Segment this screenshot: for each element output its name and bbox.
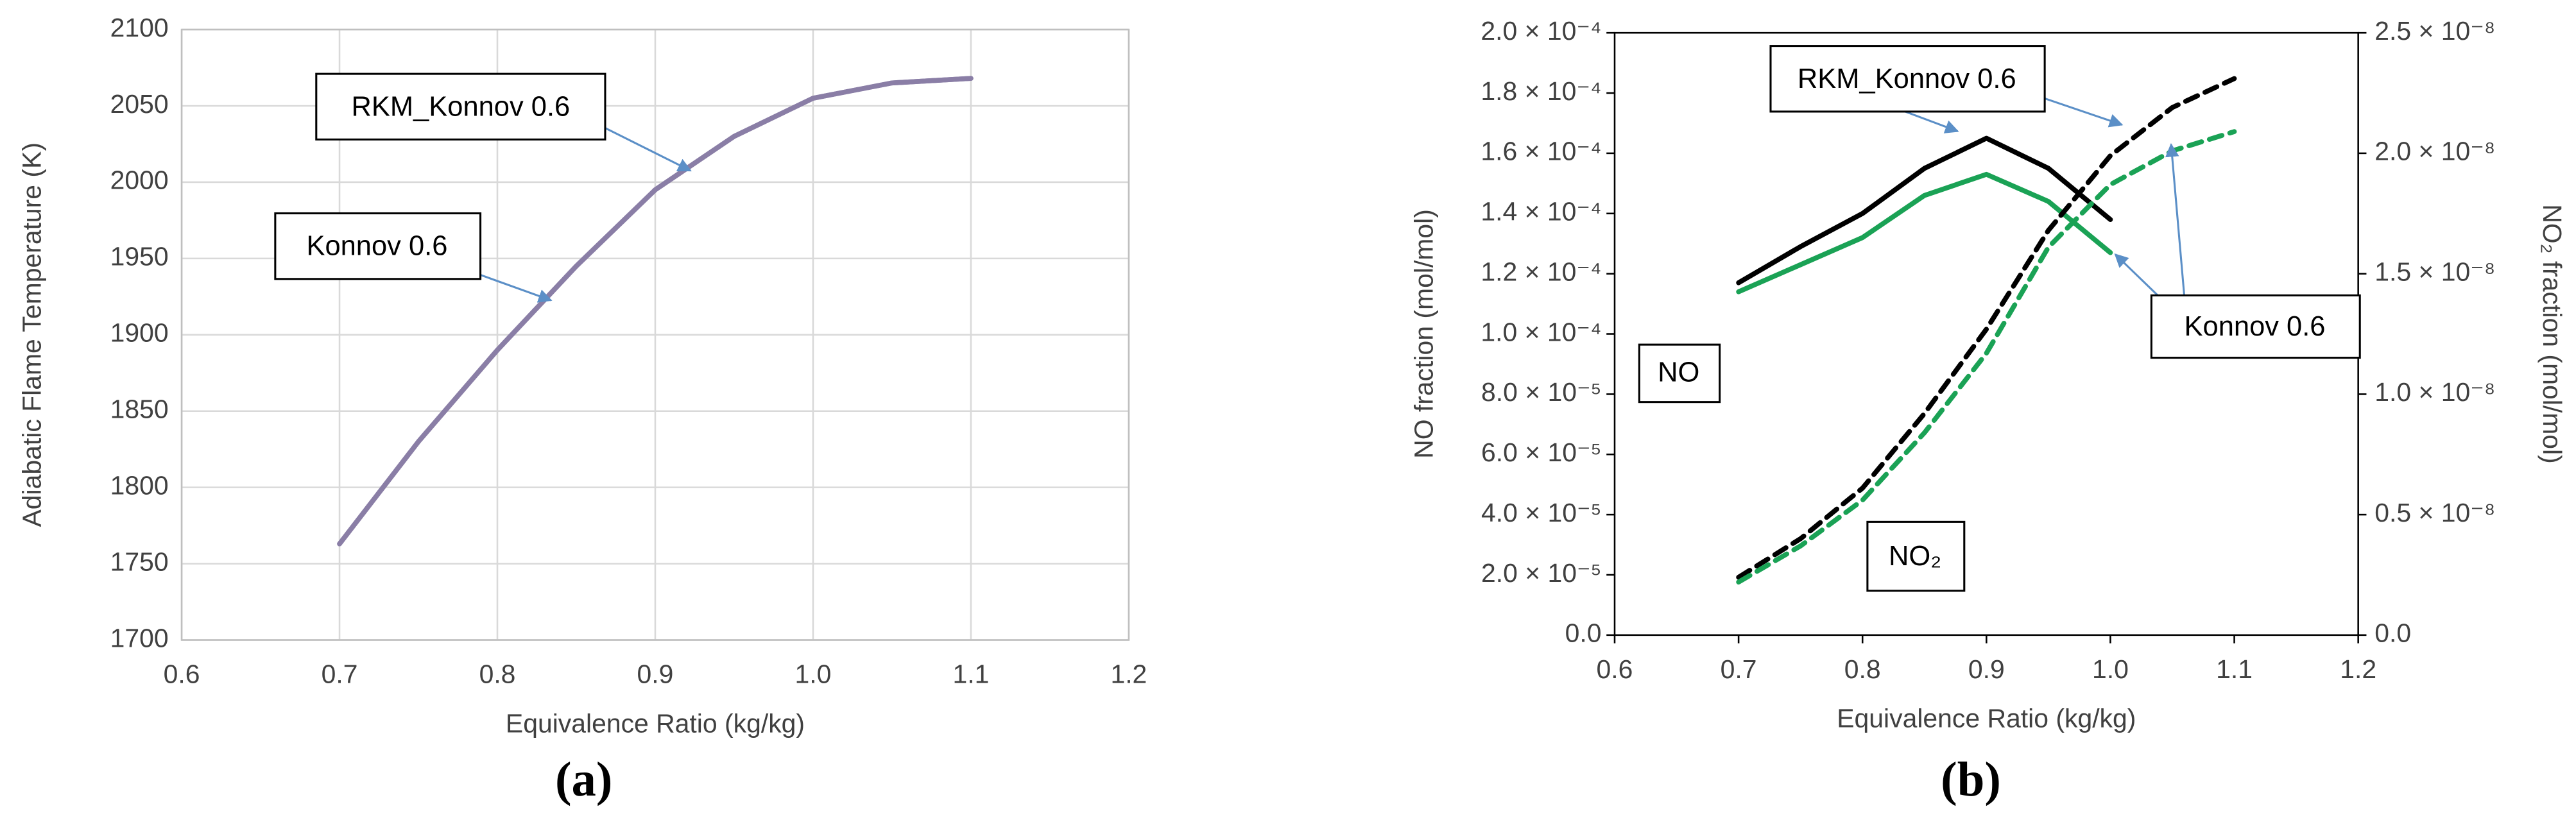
- y-tick-label: 2100: [110, 13, 169, 42]
- x-tick-label: 1.2: [1110, 660, 1147, 689]
- x-tick-label: 0.7: [1721, 654, 1757, 684]
- arrow: [468, 269, 553, 303]
- annotation-box: [1769, 45, 2046, 113]
- x-tick-label: 0.7: [322, 660, 358, 689]
- annotation: NO: [1638, 343, 1721, 404]
- annotation-box: [1866, 520, 1966, 592]
- y-axis-title: Adiabatic Flame Temperature (K): [17, 142, 47, 527]
- y2-tick-label: 2.0 × 10⁻⁸: [2374, 137, 2495, 166]
- annotation-box: [274, 212, 482, 280]
- annotation-text: RKM_Konnov 0.6: [1798, 64, 2016, 94]
- y2-tick-label: 1.5 × 10⁻⁸: [2374, 257, 2495, 286]
- series-line: [337, 76, 974, 547]
- annotation-box: [1638, 343, 1721, 404]
- y-tick-label: 0.0: [1565, 618, 1602, 648]
- arrow: [605, 127, 692, 172]
- y-tick-label: 1.8 × 10⁻⁴: [1481, 76, 1601, 106]
- series-line: [1736, 129, 2237, 585]
- x-tick-label: 0.9: [1968, 654, 2005, 684]
- annotation: RKM_Konnov 0.6: [315, 72, 692, 172]
- y-tick-label: 1.4 × 10⁻⁴: [1481, 197, 1601, 226]
- y-tick-label: 1800: [110, 470, 169, 500]
- y2-tick-label: 1.0 × 10⁻⁸: [2374, 377, 2495, 407]
- arrow: [2044, 98, 2124, 128]
- annotation-text: Konnov 0.6: [2185, 311, 2326, 342]
- annotation: Konnov 0.6: [2114, 142, 2361, 359]
- y2-tick-label: 0.5 × 10⁻⁸: [2374, 498, 2495, 527]
- y-tick-label: 1.6 × 10⁻⁴: [1481, 137, 1601, 166]
- plot-frame: [180, 28, 1130, 641]
- y-tick-label: 2050: [110, 89, 169, 119]
- y-tick-label: 8.0 × 10⁻⁵: [1481, 377, 1602, 407]
- caption: (b): [1941, 752, 2001, 806]
- y-tick-label: 6.0 × 10⁻⁵: [1481, 438, 1602, 467]
- y2-axis-title: NO₂ fraction (mol/mol): [2537, 204, 2567, 464]
- y2-tick-label: 2.5 × 10⁻⁸: [2374, 16, 2495, 46]
- y-tick-label: 1.2 × 10⁻⁴: [1481, 257, 1601, 286]
- annotation-text: NO₂: [1889, 541, 1941, 572]
- x-tick-label: 1.0: [795, 660, 832, 689]
- x-tick-label: 0.8: [1844, 654, 1881, 684]
- y2-tick-label: 0.0: [2374, 618, 2411, 648]
- y-tick-label: 2.0 × 10⁻⁵: [1481, 558, 1602, 588]
- plots: 1700 1750 1800 1850 1900 1950 2000 2050 2100 0.6 0…: [17, 13, 2567, 806]
- series-line: [1736, 76, 2237, 580]
- annotation-text: NO: [1658, 357, 1699, 388]
- arrow: [2165, 142, 2186, 296]
- y-tick-label: 1750: [110, 547, 169, 576]
- x-tick-label: 0.8: [479, 660, 516, 689]
- x-tick-label: 0.6: [1597, 654, 1633, 684]
- y-axis-title: NO fraction (mol/mol): [1409, 209, 1439, 459]
- arrow: [1905, 110, 1959, 133]
- x-axis-title: Equivalence Ratio (kg/kg): [1837, 704, 2136, 733]
- caption: (a): [555, 752, 612, 806]
- x-tick-label: 0.9: [637, 660, 674, 689]
- y-tick-label: 1.0 × 10⁻⁴: [1481, 317, 1601, 346]
- annotation-text: RKM_Konnov 0.6: [352, 91, 571, 122]
- y-tick-label: 1700: [110, 623, 169, 652]
- x-tick-label: 1.1: [2216, 654, 2253, 684]
- x-axis-title: Equivalence Ratio (kg/kg): [506, 708, 805, 738]
- y-tick-label: 2.0 × 10⁻⁴: [1481, 16, 1601, 46]
- x-tick-label: 1.2: [2340, 654, 2376, 684]
- annotation-text: Konnov 0.6: [306, 231, 447, 262]
- y-tick-label: 1850: [110, 395, 169, 424]
- series-line: [1736, 135, 2113, 286]
- y-tick-label: 2000: [110, 166, 169, 195]
- annotation-box: [2150, 294, 2361, 359]
- annotation: NO₂: [1866, 520, 1966, 592]
- y-tick-label: 1900: [110, 318, 169, 348]
- annotation: RKM_Konnov 0.6: [1769, 45, 2124, 133]
- arrow: [2114, 253, 2165, 303]
- x-tick-label: 1.0: [2092, 654, 2129, 684]
- y-tick-label: 1950: [110, 242, 169, 271]
- series-line: [1736, 171, 2113, 294]
- x-tick-label: 0.6: [164, 660, 200, 689]
- x-tick-label: 1.1: [952, 660, 989, 689]
- y-tick-label: 4.0 × 10⁻⁵: [1481, 498, 1602, 527]
- annotation-box: [315, 72, 606, 141]
- annotation: Konnov 0.6: [274, 212, 553, 303]
